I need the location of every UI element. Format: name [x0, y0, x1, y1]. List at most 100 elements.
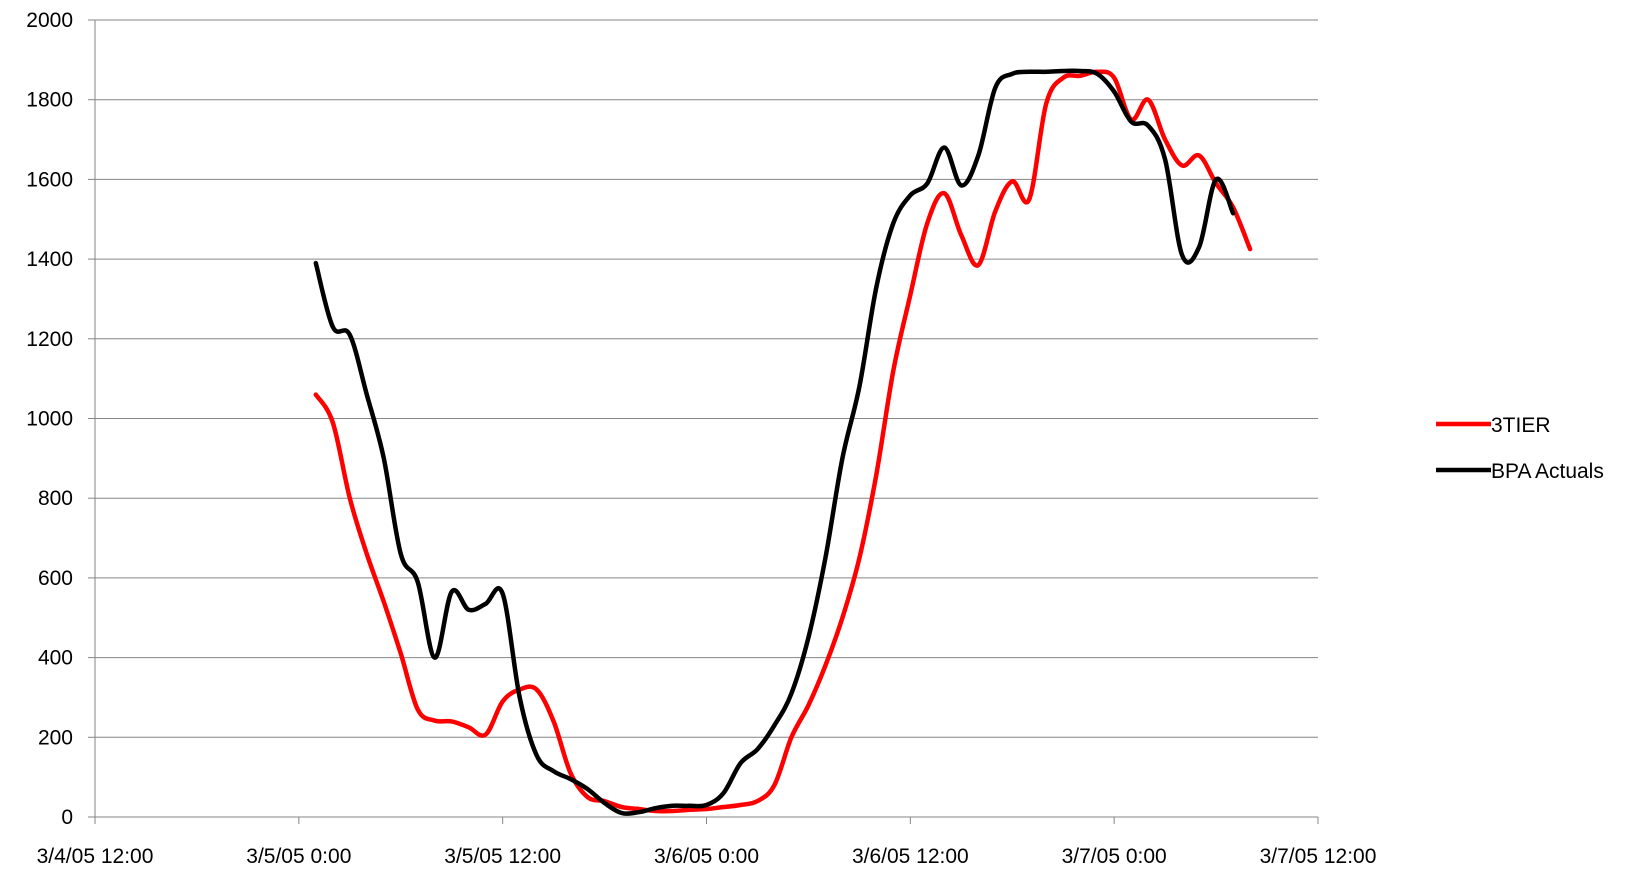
- data-point: [468, 727, 469, 728]
- data-point: [944, 147, 945, 148]
- y-tick-label: 1600: [26, 168, 73, 191]
- data-point: [706, 808, 707, 809]
- data-point: [383, 458, 384, 459]
- data-point: [570, 779, 571, 780]
- data-point: [723, 792, 724, 793]
- series-3tier: [313, 69, 1253, 814]
- data-point: [502, 593, 503, 594]
- x-tick-label: 3/6/05 12:00: [852, 845, 969, 868]
- data-point: [689, 809, 690, 810]
- data-point: [740, 763, 741, 764]
- data-point: [791, 737, 792, 738]
- data-point: [315, 262, 316, 263]
- data-point: [825, 665, 826, 666]
- data-point: [808, 705, 809, 706]
- data-point: [417, 581, 418, 582]
- legend: 3TIER BPA Actuals: [1436, 414, 1604, 483]
- data-point: [842, 617, 843, 618]
- data-point: [587, 789, 588, 790]
- data-point: [1198, 155, 1199, 156]
- data-point: [757, 749, 758, 750]
- data-point: [876, 474, 877, 475]
- data-point: [927, 223, 928, 224]
- data-point: [1012, 73, 1013, 74]
- data-point: [961, 185, 962, 186]
- data-point: [1131, 121, 1132, 122]
- data-point: [451, 721, 452, 722]
- legend-label: BPA Actuals: [1491, 460, 1604, 483]
- data-point: [621, 812, 622, 813]
- series-line: [313, 68, 1236, 816]
- data-point: [689, 805, 690, 806]
- data-point: [349, 498, 350, 499]
- data-point: [1080, 75, 1081, 76]
- gridlines: [95, 19, 1318, 738]
- data-point: [553, 771, 554, 772]
- y-tick-label: 1000: [26, 408, 73, 431]
- data-point: [995, 87, 996, 88]
- data-point: [1148, 99, 1149, 100]
- y-tick-label: 2000: [26, 9, 73, 32]
- data-point: [1046, 71, 1047, 72]
- data-point: [995, 211, 996, 212]
- y-tick-label: 0: [61, 806, 73, 829]
- data-point: [366, 394, 367, 395]
- data-point: [791, 693, 792, 694]
- data-point: [519, 697, 520, 698]
- legend-item: BPA Actuals: [1436, 460, 1604, 483]
- data-point: [485, 603, 486, 604]
- data-point: [366, 553, 367, 554]
- data-point: [1165, 139, 1166, 140]
- data-point: [638, 812, 639, 813]
- data-point: [927, 183, 928, 184]
- data-point: [553, 721, 554, 722]
- x-tick-label: 3/6/05 0:00: [654, 845, 759, 868]
- data-point: [332, 326, 333, 327]
- data-point: [536, 755, 537, 756]
- data-point: [400, 553, 401, 554]
- data-point: [1029, 71, 1030, 72]
- data-point: [621, 806, 622, 807]
- data-point: [1114, 77, 1115, 78]
- y-tick-label: 1800: [26, 89, 73, 112]
- data-point: [451, 591, 452, 592]
- data-point: [910, 195, 911, 196]
- legend-item: 3TIER: [1436, 414, 1551, 437]
- data-point: [400, 653, 401, 654]
- axes: 0 200 400 600 800 1000 1200 1400 1600 1800 2000 3/4…: [26, 9, 1376, 868]
- data-point: [315, 394, 316, 395]
- data-point: [910, 294, 911, 295]
- data-point: [859, 557, 860, 558]
- data-point: [723, 806, 724, 807]
- x-tick-label: 3/4/05 12:00: [37, 845, 154, 868]
- data-point: [944, 193, 945, 194]
- data-point: [978, 155, 979, 156]
- y-tick-label: 400: [38, 647, 73, 670]
- data-point: [1182, 165, 1183, 166]
- data-point: [383, 601, 384, 602]
- data-point: [638, 808, 639, 809]
- x-tick-label: 3/7/05 0:00: [1062, 845, 1167, 868]
- data-point: [587, 796, 588, 797]
- data-point: [978, 264, 979, 265]
- data-point: [485, 734, 486, 735]
- data-point: [417, 709, 418, 710]
- y-tick-label: 1400: [26, 248, 73, 271]
- data-point: [1198, 247, 1199, 248]
- data-point: [757, 800, 758, 801]
- series-lines: [313, 68, 1253, 816]
- data-point: [808, 637, 809, 638]
- x-tick-label: 3/5/05 12:00: [444, 845, 561, 868]
- data-point: [740, 804, 741, 805]
- data-point: [876, 286, 877, 287]
- data-point: [1063, 77, 1064, 78]
- data-point: [570, 773, 571, 774]
- series-line: [313, 69, 1253, 814]
- data-point: [961, 235, 962, 236]
- data-point: [536, 689, 537, 690]
- data-point: [706, 804, 707, 805]
- data-point: [774, 725, 775, 726]
- data-point: [1080, 70, 1081, 71]
- data-point: [893, 370, 894, 371]
